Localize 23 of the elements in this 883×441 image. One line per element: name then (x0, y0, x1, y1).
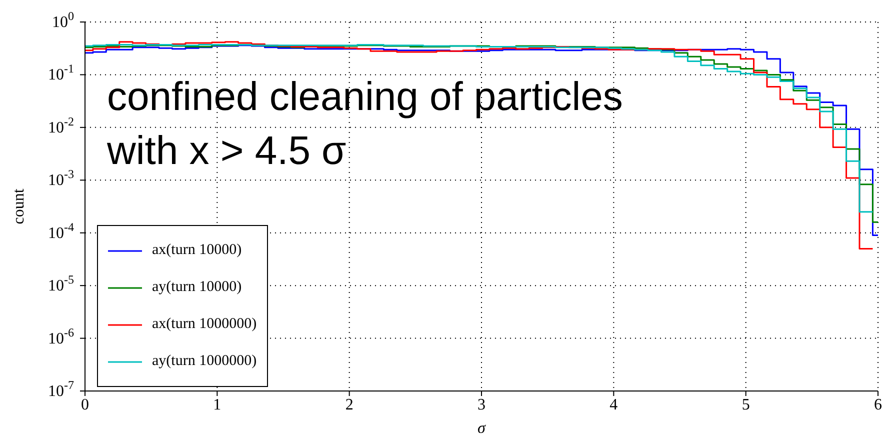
legend-label: ax(turn 10000) (152, 242, 242, 259)
y-tick-label: 10$^{-1}$ (48, 62, 74, 84)
y-tick-label: 10$^{-6}$ (48, 325, 74, 348)
y-tick-label: 10$^{-4}$ (48, 220, 74, 242)
y-tick-label: 10$^{0}$ (52, 9, 74, 31)
x-tick-label: 6 (874, 396, 882, 414)
y-axis-title: count (10, 188, 28, 224)
x-tick-label: 2 (345, 396, 354, 414)
legend-label: ax(turn 1000000) (152, 316, 257, 333)
x-axis-title: σ (478, 420, 487, 437)
legend-label: ay(turn 10000) (152, 279, 242, 296)
x-tick-label: 0 (81, 396, 89, 414)
y-tick-label: 10$^{-7}$ (48, 378, 74, 400)
x-tick-label: 3 (478, 396, 486, 414)
annotation: with x > 4.5 σ (107, 128, 348, 175)
x-tick-label: 1 (213, 396, 222, 414)
annotation: confined cleaning of particles (107, 74, 623, 121)
x-tick-label: 4 (610, 396, 618, 414)
y-tick-label: 10$^{-2}$ (48, 114, 74, 136)
x-tick-label: 5 (742, 396, 750, 414)
legend-label: ay(turn 1000000) (152, 353, 257, 370)
y-tick-label: 10$^{-3}$ (48, 167, 74, 190)
y-tick-label: 10$^{-5}$ (48, 272, 74, 295)
